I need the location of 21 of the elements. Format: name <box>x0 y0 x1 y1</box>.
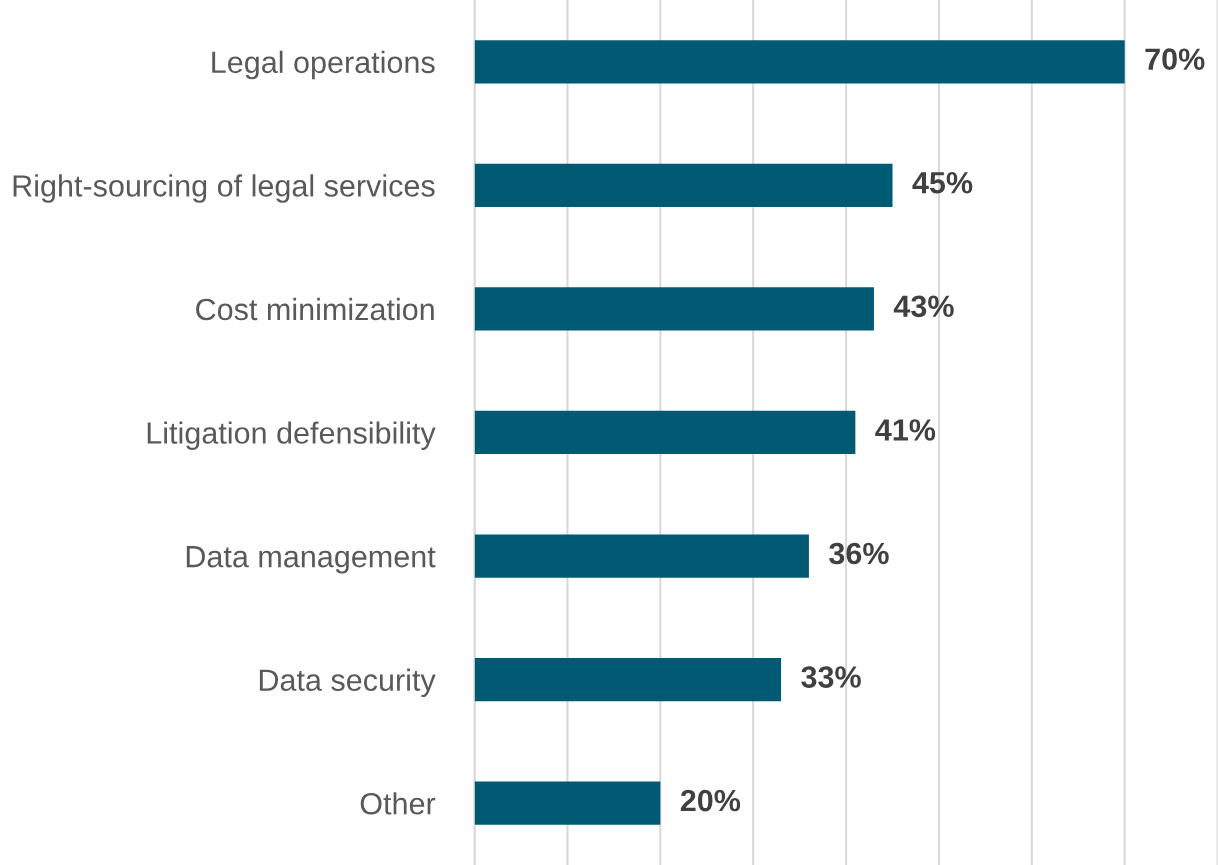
data-label: 45% <box>912 172 973 194</box>
y-tick-label: Other <box>360 792 436 815</box>
y-tick-label: Cost minimization <box>196 297 434 321</box>
bar <box>474 658 782 702</box>
bar <box>474 781 661 825</box>
bar <box>474 40 1125 84</box>
bar <box>474 163 893 207</box>
y-tick-label: Legal operations <box>212 50 435 80</box>
y-tick-label: Litigation defensibility <box>147 421 436 450</box>
data-label: 70% <box>1145 48 1205 70</box>
data-label: 20% <box>680 789 741 812</box>
y-tick-label: Data security <box>259 668 436 698</box>
data-label: 43% <box>893 295 954 318</box>
bar <box>474 534 809 578</box>
data-label: 33% <box>801 666 861 688</box>
bar <box>474 287 874 331</box>
bar <box>474 410 856 455</box>
data-label: 41% <box>875 419 936 441</box>
y-tick-label: Right-sourcing of legal services <box>13 174 435 203</box>
y-tick-label: Data management <box>186 546 436 574</box>
data-label: 36% <box>829 542 889 565</box>
